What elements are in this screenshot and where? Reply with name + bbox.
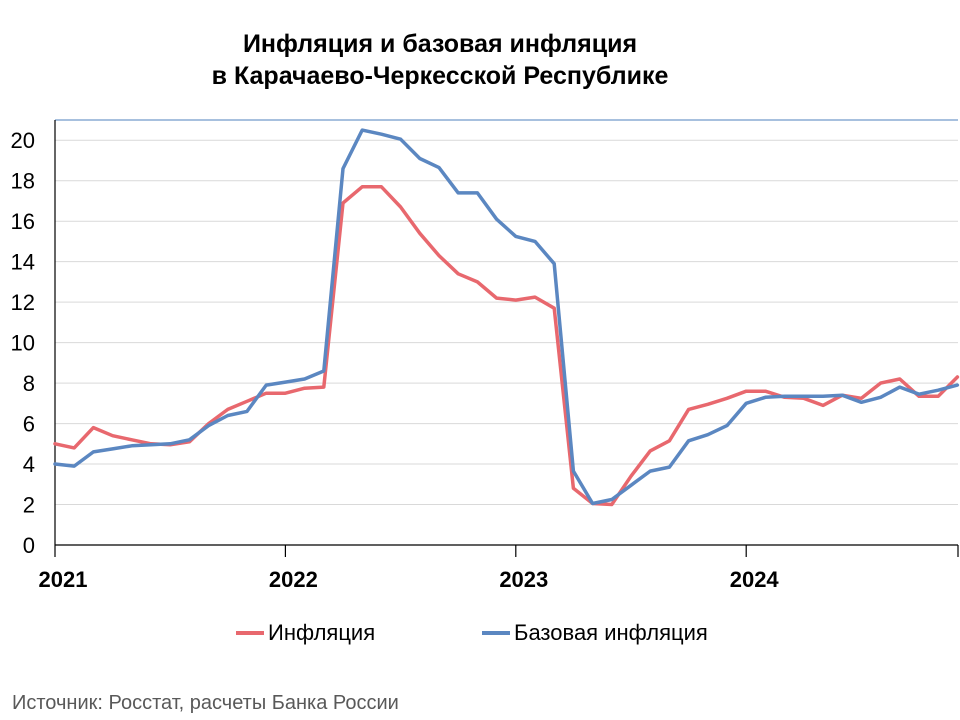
legend-label-core-inflation: Базовая инфляция bbox=[514, 620, 708, 645]
legend-swatch-core-inflation bbox=[482, 631, 510, 635]
y-tick-label: 4 bbox=[23, 452, 35, 477]
chart-title-line-2: в Карачаево-Черкесской Республике bbox=[211, 62, 669, 90]
y-tick-label: 2 bbox=[23, 493, 35, 518]
series-line-core-inflation bbox=[53, 128, 960, 506]
chart-title: Инфляция и базовая инфляция в Карачаево-… bbox=[0, 28, 880, 92]
legend-item-core-inflation: Базовая инфляция bbox=[482, 620, 708, 646]
y-tick-label: 8 bbox=[23, 371, 35, 396]
legend-swatch-inflation bbox=[236, 631, 264, 635]
y-tick-label: 18 bbox=[11, 169, 35, 194]
y-tick-label: 10 bbox=[11, 331, 35, 356]
legend-label-inflation: Инфляция bbox=[268, 620, 376, 645]
source-note: Источник: Росстат, расчеты Банка России bbox=[12, 692, 399, 714]
y-tick-label: 14 bbox=[11, 250, 35, 275]
x-tick-label: 2022 bbox=[269, 567, 318, 592]
y-tick-label: 0 bbox=[23, 533, 35, 558]
x-tick-label: 2023 bbox=[499, 567, 548, 592]
line-chart: 0 2 4 6 8 10 12 14 16 18 20 2021 2022 2023 2024 bbox=[11, 119, 960, 592]
chart-title-line-1: Инфляция и базовая инфляция bbox=[242, 30, 638, 58]
y-tick-label: 20 bbox=[11, 128, 35, 153]
y-tick-label: 12 bbox=[11, 290, 35, 315]
y-tick-label: 6 bbox=[23, 412, 35, 437]
x-tick-label: 2024 bbox=[730, 567, 780, 592]
legend-item-inflation: Инфляция bbox=[236, 620, 375, 646]
series-line-inflation bbox=[53, 185, 960, 507]
y-tick-label: 16 bbox=[11, 209, 35, 234]
x-tick-label: 2021 bbox=[39, 567, 88, 592]
